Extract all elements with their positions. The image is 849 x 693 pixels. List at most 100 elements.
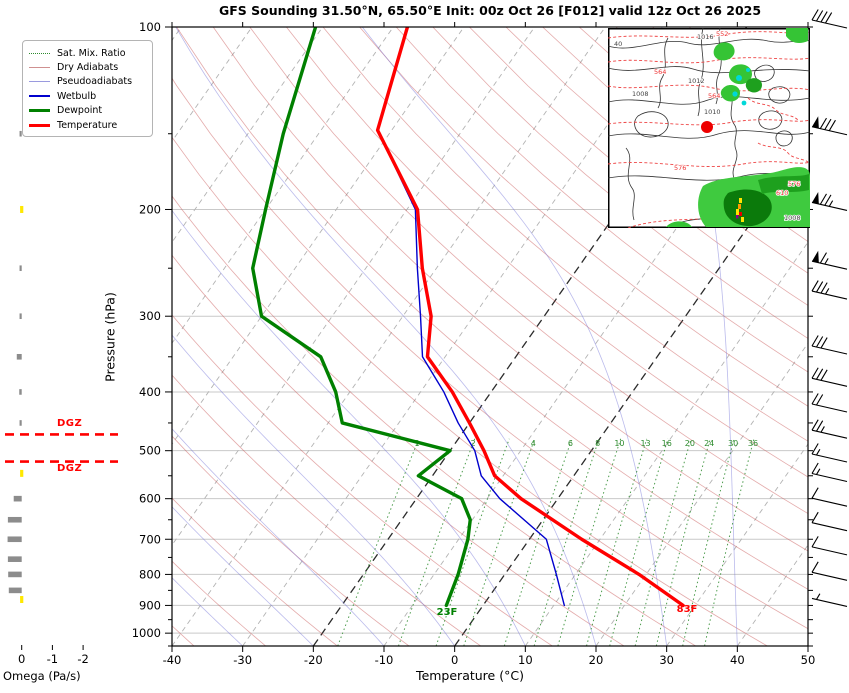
omega-bar: [19, 420, 22, 426]
dry-adiabats: [172, 27, 808, 646]
legend-item-pseudo: Pseudoadiabats: [29, 75, 146, 89]
dgz-label-upper: DGZ: [57, 418, 83, 429]
mixing-ratio-label: 4: [531, 439, 536, 448]
map-label: 1010: [704, 108, 721, 116]
legend-item-wetbulb: Wetbulb: [29, 89, 146, 103]
temperature-tick-label: 10: [518, 653, 533, 667]
map-label: 1012: [688, 77, 705, 85]
omega-bar-yellow: [20, 469, 24, 477]
wind-barb: [811, 9, 848, 29]
dgz-lines: [5, 433, 118, 463]
omega-tick-label: -1: [47, 652, 58, 666]
map-label: 564: [654, 68, 666, 76]
pressure-tick-label: 700: [139, 532, 161, 546]
mixing-ratio-labels: 1 2 4 6 8 10 13 16 20 24 30 36: [415, 439, 758, 448]
pressure-tick-label: 1000: [132, 626, 161, 640]
pseudoadiabats: [172, 27, 738, 646]
map-label: 40: [614, 40, 622, 48]
wind-barb: [811, 419, 848, 439]
wind-barb: [811, 443, 848, 463]
pressure-tick-label: 800: [139, 567, 161, 581]
legend-swatch-pseudo: [29, 81, 50, 83]
mixing-ratio-label: 36: [748, 439, 758, 448]
mixing-ratio-label: 20: [685, 439, 695, 448]
wind-barbs: [811, 9, 848, 607]
map-label: 1008: [784, 214, 801, 222]
omega-tick-label: 0: [18, 652, 25, 666]
map-label: 552: [716, 30, 728, 38]
legend-label: Wetbulb: [57, 90, 97, 102]
temperature-tick-label: -10: [375, 653, 394, 667]
legend-label: Pseudoadiabats: [57, 76, 133, 88]
mixing-ratio-label: 30: [728, 439, 738, 448]
pressure-tick-label: 100: [139, 20, 161, 34]
wind-barb: [811, 536, 848, 556]
dewpoint-curve: [251, 27, 472, 608]
legend-swatch-temperature: [29, 123, 50, 127]
legend-swatch-satmix: [29, 52, 50, 54]
surface-temperature-label: 83F: [676, 604, 698, 615]
legend-item-dry: Dry Adiabats: [29, 60, 146, 74]
mixing-ratio-label: 13: [640, 439, 650, 448]
temperature-tick-label: -40: [163, 653, 182, 667]
wind-barb: [811, 511, 848, 532]
legend: Sat. Mix. Ratio Dry Adiabats Pseudoadiabat…: [22, 40, 153, 138]
pressure-tick-label: 200: [139, 202, 161, 216]
wind-barb: [811, 367, 848, 387]
mixing-ratio-label: 10: [614, 439, 624, 448]
pressure-tick-label: 600: [139, 492, 161, 506]
pressure-tick-labels: 100 200 300 400 500 600 700 800 900 1000: [132, 20, 161, 640]
legend-item-dewpoint: Dewpoint: [29, 104, 146, 118]
page-title: GFS Sounding 31.50°N, 65.50°E Init: 00z …: [218, 3, 762, 18]
map-label: 1008: [632, 90, 649, 98]
omega-bar: [8, 587, 22, 594]
background-lines: [172, 27, 808, 646]
mixing-ratio-label: 16: [662, 439, 672, 448]
wind-barb: [811, 561, 848, 581]
wind-barb: [811, 116, 848, 136]
temperature-tick-label: -20: [304, 653, 323, 667]
omega-bars: [7, 130, 24, 604]
omega-bar: [19, 265, 22, 272]
legend-label: Sat. Mix. Ratio: [57, 47, 126, 59]
pressure-tick-label: 400: [139, 385, 161, 399]
temperature-tick-labels: -40 -30 -20 -10 0 10 20 30 40 50: [163, 653, 816, 667]
omega-axis-label: Omega (Pa/s): [3, 669, 81, 683]
omega-bar: [8, 571, 22, 578]
pressure-axis-label: Pressure (hPa): [102, 292, 118, 382]
temperature-tick-label: 20: [589, 653, 604, 667]
wind-barb: [811, 280, 848, 300]
legend-swatch-dewpoint: [29, 109, 50, 113]
map-label: 576: [788, 180, 800, 188]
wind-barb: [811, 487, 848, 507]
wind-barb: [811, 462, 848, 483]
sounding-curves: [251, 27, 685, 608]
wind-barb: [811, 250, 848, 270]
legend-label: Temperature: [57, 119, 118, 131]
map-black-contours: [608, 28, 810, 228]
map-label: 564: [708, 92, 720, 100]
omega-bar: [16, 353, 22, 360]
mixing-ratio-label: 8: [595, 439, 600, 448]
map-label: 576: [674, 164, 686, 172]
omega-bar: [13, 495, 22, 502]
pressure-tick-label: 900: [139, 598, 161, 612]
mixing-ratio-label: 2: [471, 439, 476, 448]
temperature-tick-label: -30: [233, 653, 252, 667]
sounding-location-marker: [701, 121, 713, 133]
legend-swatch-wetbulb: [29, 95, 50, 98]
surface-dewpoint-label: 23F: [436, 607, 458, 618]
omega-bar: [19, 313, 22, 320]
temperature-tick-label: 30: [659, 653, 674, 667]
legend-item-satmix: Sat. Mix. Ratio: [29, 46, 146, 60]
pressure-tick-label: 500: [139, 444, 161, 458]
omega-bar: [7, 516, 22, 523]
temperature-curve: [375, 27, 685, 608]
legend-swatch-dry: [29, 67, 50, 69]
map-label: 1016: [697, 33, 714, 41]
mixing-ratio-label: 24: [704, 439, 714, 448]
dgz-label-lower: DGZ: [57, 463, 83, 474]
